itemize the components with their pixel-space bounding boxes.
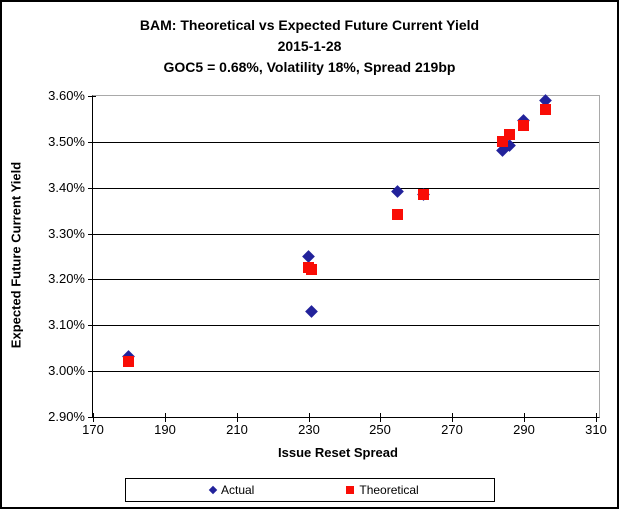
x-axis-tick xyxy=(93,413,94,422)
legend-item-actual: Actual xyxy=(208,483,255,497)
y-axis-tick xyxy=(88,417,96,418)
y-axis-tick xyxy=(88,188,96,189)
data-point-actual xyxy=(302,250,315,263)
chart-title-line3: GOC5 = 0.68%, Volatility 18%, Spread 219… xyxy=(163,59,456,75)
data-point-theoretical xyxy=(123,356,134,367)
y-axis-tick-label: 2.90% xyxy=(48,409,85,424)
x-axis-tick-label: 270 xyxy=(441,422,463,437)
legend-item-theoretical: Theoretical xyxy=(346,483,419,497)
data-point-theoretical xyxy=(504,129,515,140)
y-axis-tick-label: 3.00% xyxy=(48,363,85,378)
plot-area: 2.90% 3.00% 3.10% 3.20% 3.30% 3.40% 3.50% 3.60%… xyxy=(48,89,607,437)
gridline xyxy=(93,188,599,189)
x-axis-tick-label: 290 xyxy=(513,422,535,437)
chart-title: BAM: Theoretical vs Expected Future Curr… xyxy=(2,15,617,78)
data-point-theoretical xyxy=(306,264,317,275)
chart-title-line1: BAM: Theoretical vs Expected Future Curr… xyxy=(139,17,480,33)
y-axis-tick xyxy=(88,142,96,143)
gridline xyxy=(93,142,599,143)
y-axis-tick-label: 3.20% xyxy=(48,271,85,286)
x-axis-tick xyxy=(165,413,166,422)
x-axis-tick-label: 190 xyxy=(154,422,176,437)
x-axis-tick xyxy=(309,413,310,422)
y-axis-tick-label: 3.50% xyxy=(48,134,85,149)
gridline xyxy=(93,279,599,280)
gridline xyxy=(93,325,599,326)
x-axis-tick-label: 250 xyxy=(369,422,391,437)
actual-diamond-marker-icon xyxy=(208,485,218,495)
y-axis-tick xyxy=(88,96,96,97)
y-axis-title: Expected Future Current Yield xyxy=(8,161,24,349)
x-axis-tick xyxy=(237,413,238,422)
data-point-theoretical xyxy=(540,104,551,115)
legend-label-theoretical: Theoretical xyxy=(359,483,419,497)
y-axis-tick-label: 3.40% xyxy=(48,180,85,195)
x-axis-tick xyxy=(380,413,381,422)
legend: Actual Theoretical xyxy=(125,478,495,502)
y-axis-tick xyxy=(88,325,96,326)
data-point-theoretical xyxy=(392,209,403,220)
data-point-actual xyxy=(305,305,318,318)
x-axis-tick-label: 310 xyxy=(585,422,607,437)
x-axis-tick-label: 170 xyxy=(82,422,104,437)
y-axis-tick xyxy=(88,279,96,280)
x-axis-tick xyxy=(596,413,597,422)
data-point-theoretical xyxy=(518,120,529,131)
y-axis-tick xyxy=(88,234,96,235)
gridline xyxy=(93,234,599,235)
y-axis-tick-label: 3.30% xyxy=(48,226,85,241)
data-point-theoretical xyxy=(418,189,429,200)
gridline xyxy=(93,371,599,372)
x-axis-tick xyxy=(524,413,525,422)
y-axis-tick-label: 3.10% xyxy=(48,317,85,332)
data-point-theoretical xyxy=(497,136,508,147)
legend-label-actual: Actual xyxy=(221,483,255,497)
y-axis-tick xyxy=(88,371,96,372)
chart-title-line2: 2015-1-28 xyxy=(277,38,342,54)
x-axis-tick-label: 210 xyxy=(226,422,248,437)
x-axis-tick xyxy=(452,413,453,422)
x-axis-title: Issue Reset Spread xyxy=(278,445,398,460)
theoretical-square-marker-icon xyxy=(346,486,355,494)
y-axis-tick-label: 3.60% xyxy=(48,88,85,103)
x-axis-tick-label: 230 xyxy=(298,422,320,437)
